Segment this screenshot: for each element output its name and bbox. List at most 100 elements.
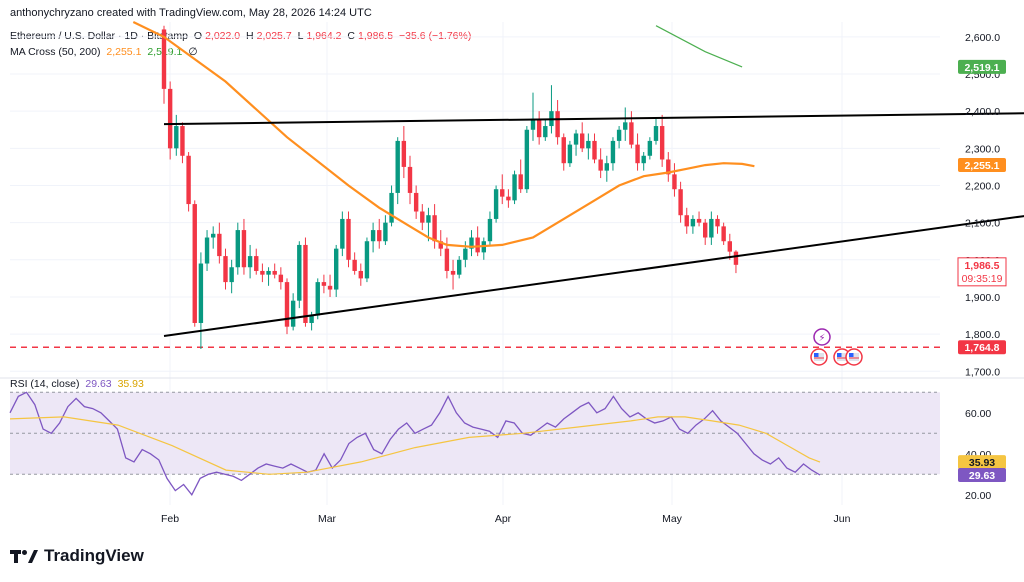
us-flag-event-icon[interactable]	[845, 348, 863, 366]
candle[interactable]	[500, 174, 505, 205]
candle[interactable]	[315, 278, 320, 320]
candle[interactable]	[512, 170, 517, 205]
candle[interactable]	[666, 152, 671, 182]
candle[interactable]	[223, 248, 228, 290]
candle[interactable]	[715, 215, 720, 234]
candle[interactable]	[346, 211, 351, 268]
candle[interactable]	[598, 148, 603, 179]
candle[interactable]	[696, 211, 702, 227]
ma-slow-line[interactable]	[655, 25, 743, 68]
candle[interactable]	[580, 122, 585, 153]
candle[interactable]	[610, 137, 616, 171]
candle[interactable]	[383, 215, 388, 245]
candle[interactable]	[586, 133, 591, 160]
candle[interactable]	[647, 137, 653, 160]
candle[interactable]	[653, 118, 659, 145]
candle[interactable]	[506, 189, 511, 208]
candle[interactable]	[272, 263, 277, 279]
candle[interactable]	[721, 222, 726, 245]
candle[interactable]	[616, 126, 622, 149]
candle[interactable]	[703, 218, 708, 245]
candle[interactable]	[690, 215, 696, 234]
candle[interactable]	[161, 25, 167, 104]
candle[interactable]	[709, 211, 714, 245]
candle[interactable]	[395, 137, 400, 205]
upper-trendline[interactable]	[163, 112, 1024, 126]
candle[interactable]	[659, 114, 665, 167]
candle[interactable]	[389, 185, 394, 227]
candle[interactable]	[334, 244, 339, 297]
candle[interactable]	[727, 233, 732, 260]
candle[interactable]	[536, 111, 542, 145]
rsi-line[interactable]	[9, 391, 821, 496]
candle[interactable]	[407, 155, 413, 205]
candle[interactable]	[186, 152, 191, 212]
candle[interactable]	[635, 133, 640, 171]
economic-event-icon[interactable]: ⚡	[813, 328, 831, 346]
candle[interactable]	[518, 159, 523, 193]
candle[interactable]	[481, 237, 486, 260]
candle[interactable]	[592, 133, 597, 164]
candle[interactable]	[377, 218, 382, 249]
candle[interactable]	[623, 107, 628, 141]
candle[interactable]	[180, 122, 185, 164]
candle[interactable]	[211, 226, 216, 249]
ma-cross-label[interactable]: MA Cross (50, 200)	[10, 46, 101, 58]
candle[interactable]	[493, 185, 499, 223]
candle[interactable]	[278, 267, 284, 290]
candle[interactable]	[555, 100, 560, 145]
candle[interactable]	[573, 129, 579, 156]
candle[interactable]	[303, 237, 308, 327]
candle[interactable]	[241, 218, 247, 275]
ma-fast-line[interactable]	[132, 21, 755, 248]
candle[interactable]	[260, 263, 265, 283]
candle[interactable]	[641, 152, 646, 171]
candle[interactable]	[426, 207, 431, 242]
candle[interactable]	[561, 133, 566, 171]
candle[interactable]	[457, 256, 462, 279]
candle[interactable]	[475, 226, 480, 257]
candle[interactable]	[413, 185, 419, 219]
candle[interactable]	[229, 259, 234, 294]
us-flag-event-icon[interactable]	[810, 348, 828, 366]
candle[interactable]	[364, 237, 370, 283]
candle[interactable]	[217, 222, 222, 264]
rsi-label[interactable]: RSI (14, close)	[10, 378, 80, 390]
candle[interactable]	[733, 250, 739, 274]
candle[interactable]	[358, 263, 363, 286]
candle[interactable]	[174, 114, 179, 156]
candle[interactable]	[469, 230, 474, 257]
candle[interactable]	[420, 204, 425, 231]
candle[interactable]	[340, 211, 345, 257]
candle[interactable]	[672, 163, 677, 197]
candle[interactable]	[204, 230, 210, 271]
candle[interactable]	[629, 111, 634, 149]
candle[interactable]	[167, 81, 173, 160]
candle[interactable]	[370, 222, 376, 253]
candle[interactable]	[432, 204, 437, 249]
candle[interactable]	[567, 140, 573, 167]
symbol-name[interactable]: Ethereum / U.S. Dollar · 1D · Bitstamp	[10, 30, 188, 42]
candle[interactable]	[678, 181, 683, 223]
candle[interactable]	[297, 241, 302, 309]
candle[interactable]	[684, 207, 689, 234]
candle[interactable]	[266, 267, 271, 286]
candle[interactable]	[524, 126, 530, 193]
candle[interactable]	[192, 200, 197, 327]
candle[interactable]	[321, 274, 327, 294]
candle[interactable]	[235, 222, 240, 275]
candle[interactable]	[352, 252, 357, 275]
lower-trendline[interactable]	[163, 213, 1024, 337]
candle[interactable]	[247, 244, 253, 279]
rsi-ma-line[interactable]	[9, 416, 821, 475]
candle[interactable]	[254, 248, 259, 275]
candle[interactable]	[327, 274, 333, 297]
candle[interactable]	[290, 293, 296, 331]
candle[interactable]	[543, 118, 548, 141]
candle[interactable]	[401, 126, 407, 179]
candle[interactable]	[530, 92, 536, 141]
candle[interactable]	[549, 85, 554, 134]
candle[interactable]	[450, 259, 456, 290]
candle[interactable]	[604, 155, 609, 182]
